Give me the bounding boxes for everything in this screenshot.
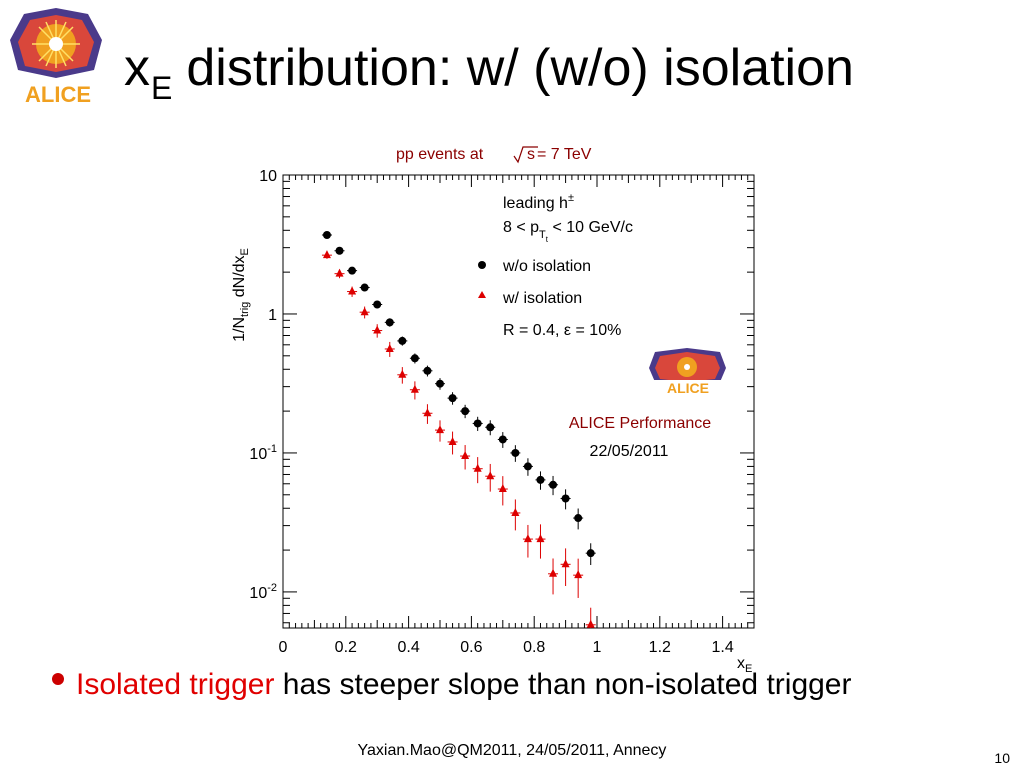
y-axis-label: 1/Ntrig dN/dxE: [231, 248, 251, 342]
x-tick-label: 1.2: [649, 639, 671, 656]
xlabel-main: x: [737, 655, 745, 672]
data-point: [436, 425, 444, 434]
data-point: [360, 283, 369, 292]
plot-frame: [282, 174, 755, 629]
x-tick-label: 0.8: [523, 639, 545, 656]
x-tick-label: 0.2: [335, 639, 357, 656]
page-number: 10: [994, 750, 1010, 766]
data-point: [561, 494, 570, 503]
data-point: [511, 507, 520, 516]
data-point: [448, 436, 457, 445]
ylabel-part-1: 1/N: [231, 317, 248, 342]
svg-text:1/Ntrig dN/dxE: 1/Ntrig dN/dxE: [231, 248, 251, 342]
data-point: [373, 325, 382, 334]
ylabel-part-2: trig: [239, 302, 251, 317]
alice-watermark-logo: ALICE: [646, 348, 730, 396]
data-point: [360, 307, 369, 316]
bullet-point: Isolated trigger has steeper slope than …: [52, 668, 851, 702]
data-point: [574, 570, 583, 579]
performance-label: ALICE Performance: [569, 415, 711, 432]
data-point: [322, 250, 331, 259]
data-point: [498, 484, 507, 493]
data-point: [348, 266, 357, 275]
legend-marker-triangle: [478, 291, 486, 298]
chart-title-suffix: = 7 TeV: [537, 146, 592, 163]
series-with-isolation: [321, 250, 596, 628]
legend-series-1: w/o isolation: [502, 258, 591, 275]
xlabel-sub: E: [745, 663, 752, 675]
legend-header-1: leading h±: [503, 192, 574, 212]
data-point: [398, 336, 407, 345]
series-without-isolation: [321, 231, 596, 566]
y-tick-label: 1: [268, 307, 277, 324]
data-point: [373, 300, 382, 309]
data-point: [536, 534, 545, 543]
sqrt-sign-icon: [513, 146, 538, 164]
data-point: [498, 435, 507, 444]
y-tick-label: 10-2: [249, 582, 277, 602]
data-point: [486, 423, 495, 432]
data-point: [410, 384, 419, 393]
legend: leading h± 8 < pTt < 10 GeV/c w/o isolat…: [478, 192, 633, 339]
data-point: [461, 451, 470, 460]
data-point: [536, 475, 545, 484]
data-point: [549, 480, 558, 489]
data-point: [561, 559, 570, 568]
title-rest: distribution: w/ (w/o) isolation: [186, 39, 854, 97]
data-point: [398, 369, 407, 378]
xe-distribution-chart: pp events at s = 7 TeV 0 0.2 0.4 0.6 0.8 1 1.2…: [231, 146, 755, 675]
data-point: [348, 286, 357, 295]
footer-text: Yaxian.Mao@QM2011, 24/05/2011, Annecy: [357, 742, 667, 759]
data-point: [335, 268, 344, 277]
x-tick-label: 1: [593, 639, 602, 656]
data-point: [335, 246, 344, 255]
bullet-rest: has steeper slope than non-isolated trig…: [274, 668, 852, 701]
x-axis-label: xE: [737, 655, 752, 675]
data-point: [523, 462, 532, 471]
chart-title-sqrt: s: [527, 146, 535, 163]
data-point: [473, 463, 482, 472]
svg-text:xE: xE: [737, 655, 752, 675]
chart-title-prefix: pp events at: [396, 146, 484, 163]
data-point: [448, 394, 457, 403]
chart-title: pp events at s = 7 TeV: [396, 146, 592, 164]
x-tick-label: 1.4: [711, 639, 733, 656]
data-point: [423, 408, 432, 417]
data-point: [523, 534, 532, 543]
legend-series-2: w/ isolation: [502, 290, 582, 307]
data-point: [385, 318, 394, 327]
alice-logo: ALICE: [10, 8, 104, 106]
data-point: [486, 471, 495, 480]
bullet-highlight: Isolated trigger: [76, 668, 275, 701]
bullet-dot-icon: [52, 673, 64, 685]
y-tick-label: 10: [259, 168, 277, 185]
slide-title: xE distribution: w/ (w/o) isolation: [124, 38, 854, 106]
date-label: 22/05/2011: [590, 443, 669, 460]
data-point: [385, 343, 394, 352]
data-point: [473, 419, 482, 428]
svg-text:ALICE: ALICE: [667, 380, 709, 396]
data-point: [586, 549, 595, 558]
x-tick-label: 0.6: [460, 639, 482, 656]
data-point: [461, 407, 470, 416]
svg-text:ALICE: ALICE: [25, 82, 91, 106]
data-point: [549, 568, 558, 577]
title-subscript: E: [151, 70, 173, 106]
legend-params: R = 0.4, ε = 10%: [503, 322, 621, 339]
y-tick-label: 10-1: [249, 443, 277, 463]
data-point: [436, 379, 444, 388]
data-point: [574, 514, 583, 523]
ylabel-part-4: E: [239, 248, 251, 255]
data-point: [410, 354, 419, 363]
data-point: [423, 366, 432, 375]
title-x: x: [124, 39, 150, 97]
data-point: [322, 231, 331, 240]
x-tick-label: 0: [279, 639, 288, 656]
data-point: [511, 448, 520, 457]
ylabel-part-3: dN/dx: [231, 255, 248, 301]
legend-marker-circle: [478, 261, 486, 269]
data-point: [586, 619, 595, 628]
legend-header-2: 8 < pTt < 10 GeV/c: [503, 219, 633, 244]
x-tick-label: 0.4: [397, 639, 419, 656]
